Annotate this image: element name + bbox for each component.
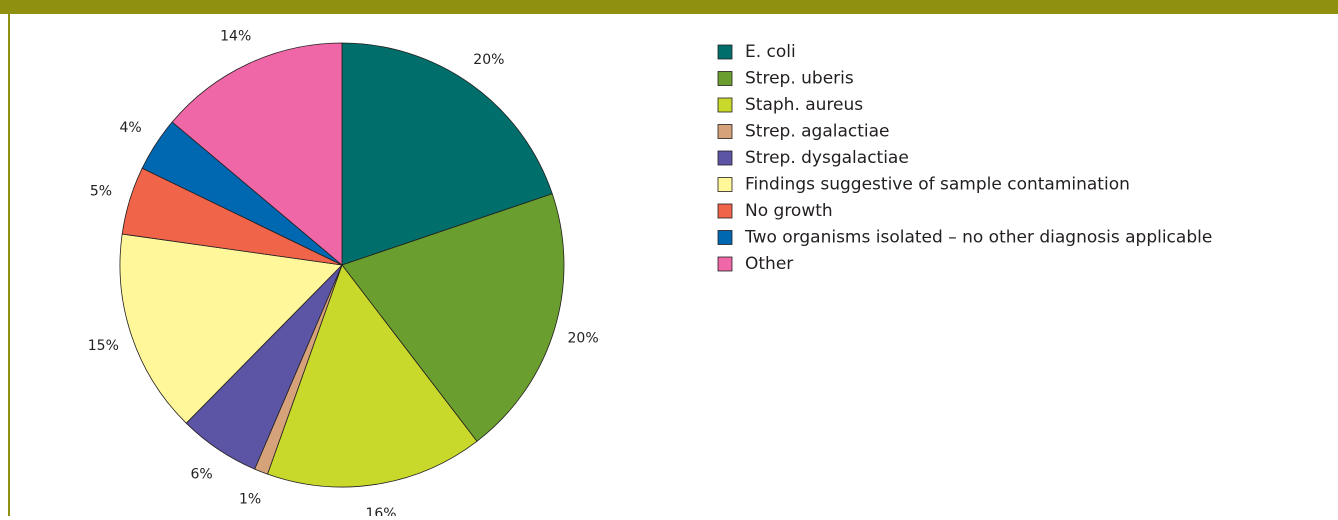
slice-label: 4% [119, 120, 141, 136]
legend-label: E. coli [745, 42, 796, 62]
legend-swatch [717, 177, 733, 192]
legend-swatch [717, 97, 733, 113]
legend-label: Strep. dysgalactiae [745, 148, 909, 168]
slice-label: 16% [365, 506, 396, 516]
side-border [8, 14, 10, 516]
slice-label: 5% [90, 184, 112, 200]
pie-slice [341, 42, 553, 266]
legend-swatch [717, 44, 733, 60]
legend-label: No growth [745, 201, 833, 221]
slice-label: 14% [220, 29, 251, 45]
pie-slice [119, 233, 343, 424]
legend-swatch [717, 203, 733, 219]
pie-slice [341, 193, 565, 442]
legend-swatch [717, 71, 733, 86]
legend-swatch [717, 124, 733, 139]
slice-label: 20% [473, 52, 504, 68]
slice-label: 20% [568, 330, 599, 346]
slice-label: 6% [190, 466, 212, 482]
legend-swatch [717, 256, 733, 272]
slice-label: 15% [88, 338, 119, 354]
legend-swatch [717, 150, 733, 166]
pie-slice [171, 42, 343, 266]
legend-label: Strep. agalactiae [745, 122, 890, 142]
legend-label: Strep. uberis [745, 69, 854, 89]
legend-label: Two organisms isolated – no other diagno… [744, 228, 1212, 248]
slice-label: 1% [239, 492, 261, 508]
legend-label: Findings suggestive of sample contaminat… [745, 175, 1130, 195]
pie-slice [267, 264, 478, 488]
legend-swatch [717, 230, 733, 245]
legend-label: Staph. aureus [745, 95, 863, 115]
legend-label: Other [745, 254, 793, 274]
header-bar [0, 0, 1338, 14]
